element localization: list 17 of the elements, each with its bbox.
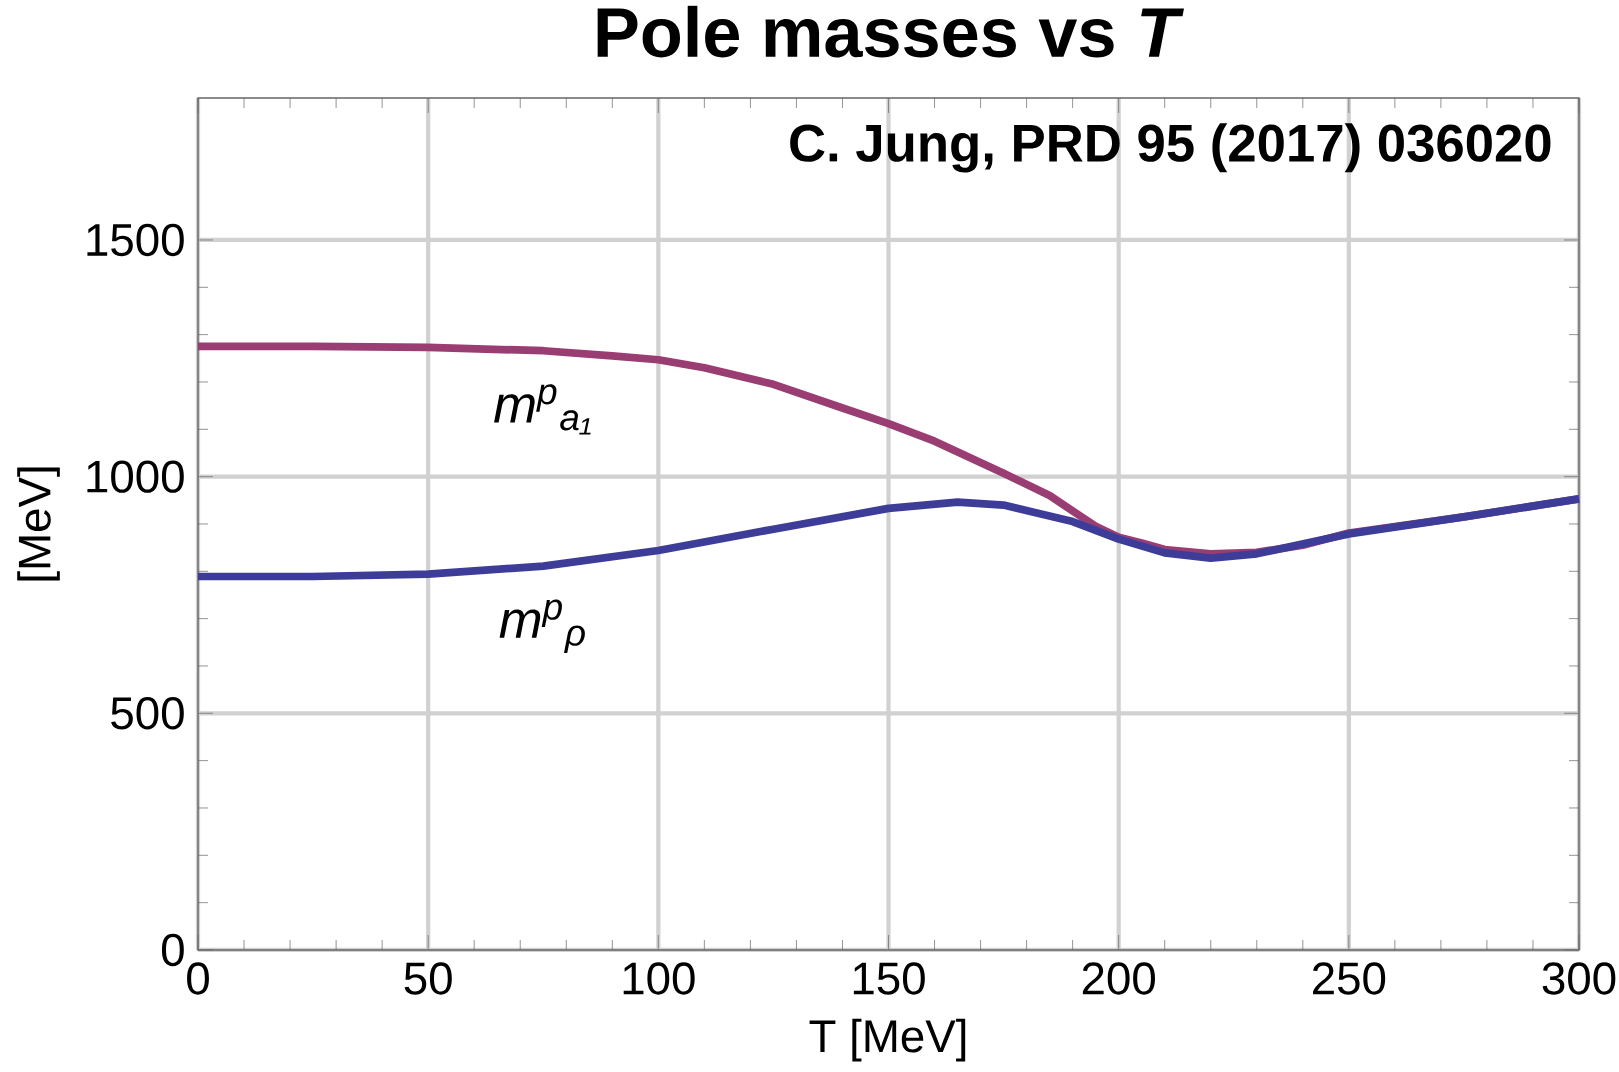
y-tick-label: 500 [111, 697, 184, 730]
series-label: m$^{p}$ρ [499, 599, 585, 654]
x-tick-label: 300 [1542, 962, 1616, 995]
y-tick-label: 1500 [87, 223, 184, 257]
y-axis-title: [MeV] [17, 467, 60, 581]
chart-title: Pole masses vs T [597, 5, 1184, 58]
x-tick-label: 100 [623, 962, 695, 995]
x-tick-label: 200 [1082, 962, 1156, 995]
x-tick-label: 250 [1313, 962, 1386, 995]
series-label: m$^{p}$a₁ [494, 384, 591, 435]
y-tick-label: 1000 [87, 460, 184, 493]
annotation: C. Jung, PRD 95 (2017) 036020 [790, 123, 1551, 173]
y-tick-label: 0 [161, 933, 184, 967]
x-tick-label: 150 [853, 962, 925, 995]
x-tick-label: 0 [187, 962, 209, 995]
x-tick-label: 50 [404, 962, 452, 995]
x-axis-title: T [MeV] [809, 1018, 966, 1062]
